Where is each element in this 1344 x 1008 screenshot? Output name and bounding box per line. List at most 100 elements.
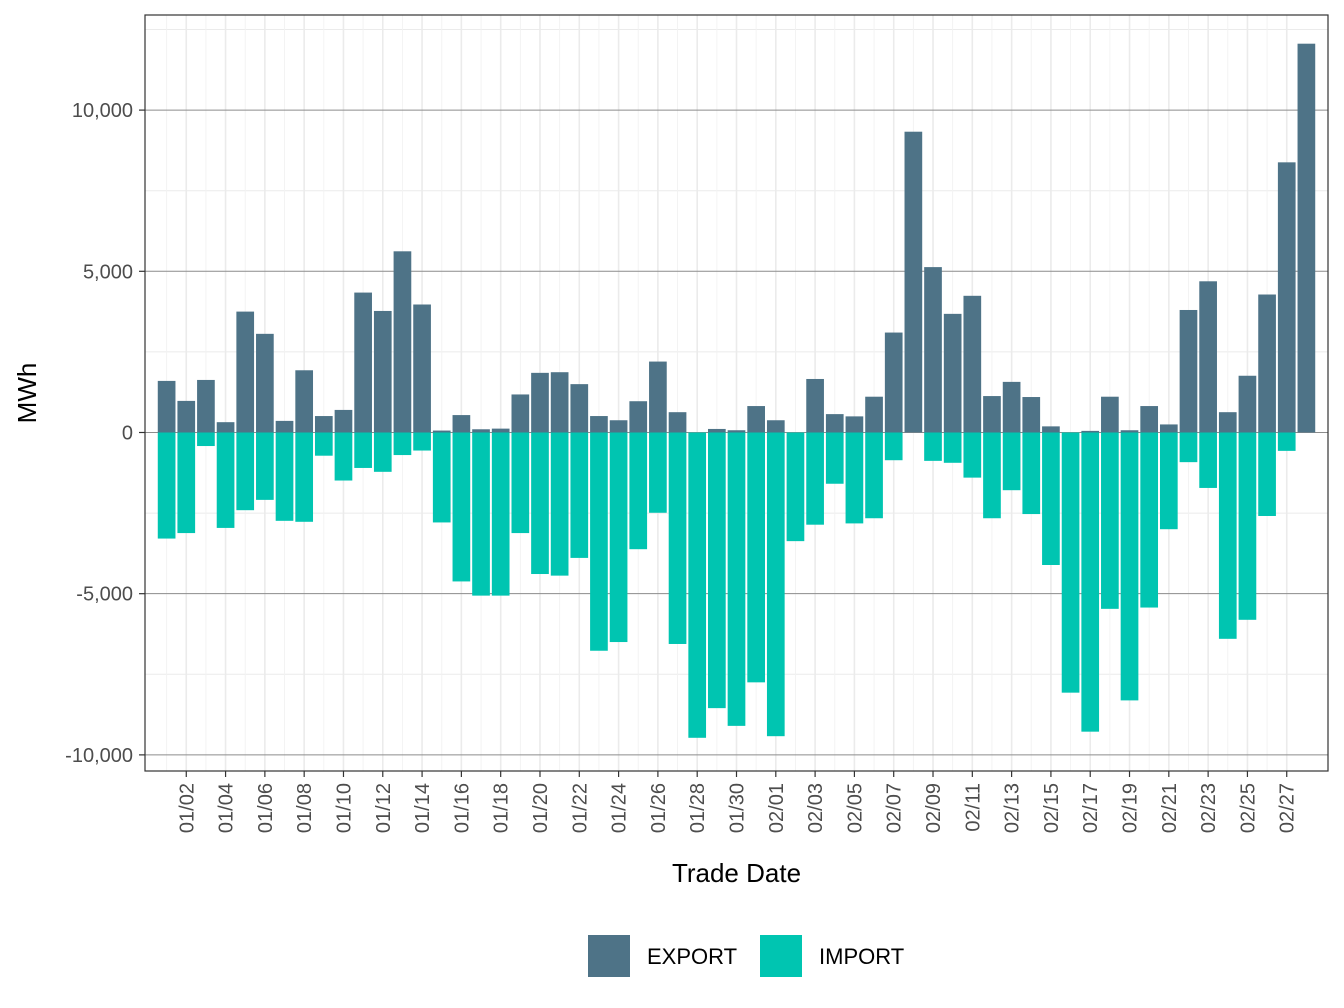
import-bar — [825, 432, 844, 484]
import-bar — [491, 432, 510, 596]
import-bar — [511, 432, 530, 534]
export-bar — [766, 420, 785, 433]
export-bar — [1120, 430, 1139, 433]
export-bar — [806, 378, 824, 433]
import-bar — [629, 432, 648, 550]
x-tick-label: 01/10 — [333, 783, 355, 833]
import-bar — [865, 432, 883, 519]
export-bar — [668, 412, 687, 433]
import-bar — [1140, 432, 1159, 608]
export-bar — [943, 313, 962, 433]
export-bar — [904, 131, 923, 433]
x-tick-label: 02/19 — [1120, 783, 1142, 833]
export-bar — [884, 332, 903, 433]
import-bar — [688, 432, 707, 738]
legend-key-export — [588, 935, 630, 977]
export-bar — [216, 422, 235, 433]
x-tick-label: 02/27 — [1277, 783, 1299, 833]
import-bar — [1238, 432, 1257, 620]
x-tick-label: 02/23 — [1198, 783, 1220, 833]
import-bar — [845, 432, 864, 524]
x-tick-label: 01/22 — [569, 783, 591, 833]
export-bar — [197, 379, 215, 433]
import-bar — [924, 432, 942, 461]
import-bar — [1120, 432, 1139, 701]
import-bar — [963, 432, 982, 478]
y-tick-label: -10,000 — [65, 745, 133, 767]
export-bar — [1101, 396, 1119, 433]
x-tick-label: 01/20 — [530, 783, 552, 833]
export-bar — [550, 372, 569, 433]
import-bar — [983, 432, 1001, 519]
import-bar — [1061, 432, 1080, 693]
export-bar — [393, 251, 412, 433]
legend-label-import: IMPORT — [819, 944, 904, 969]
import-bar — [649, 432, 667, 513]
export-bar — [275, 420, 294, 433]
export-bar — [1258, 294, 1276, 433]
export-bar — [1002, 381, 1021, 433]
import-bar — [668, 432, 687, 644]
legend: EXPORT IMPORT — [588, 935, 904, 977]
import-bar — [314, 432, 333, 456]
x-tick-label: 01/04 — [216, 783, 238, 833]
export-bar — [531, 372, 549, 433]
x-tick-label: 02/01 — [766, 783, 788, 833]
x-tick-label: 02/09 — [923, 783, 945, 833]
export-bar — [354, 292, 372, 433]
import-bar — [256, 432, 274, 500]
export-bar — [983, 396, 1001, 433]
y-tick-label: 0 — [122, 422, 133, 444]
import-bar — [1277, 432, 1296, 451]
export-bar — [727, 430, 746, 433]
export-bar — [491, 428, 510, 433]
import-bar — [590, 432, 608, 651]
import-bar — [708, 432, 726, 709]
x-tick-label: 02/11 — [962, 783, 984, 832]
import-bar — [177, 432, 196, 534]
export-bar — [747, 406, 765, 433]
import-bar — [452, 432, 471, 582]
export-bar — [157, 380, 176, 433]
import-bar — [157, 432, 176, 539]
export-bar — [825, 414, 844, 433]
import-bar — [432, 432, 451, 523]
export-bar — [256, 333, 274, 433]
export-bar — [1199, 281, 1217, 433]
import-bar — [1022, 432, 1041, 515]
export-bar — [1179, 309, 1198, 433]
export-bar — [570, 384, 589, 433]
import-bar — [806, 432, 824, 525]
legend-item-export: EXPORT — [588, 935, 737, 977]
x-tick-label: 01/12 — [373, 783, 395, 833]
import-bar — [531, 432, 549, 575]
import-bar — [373, 432, 392, 472]
export-bar — [334, 409, 353, 433]
export-bar — [472, 429, 490, 433]
import-bar — [766, 432, 785, 737]
legend-label-export: EXPORT — [647, 944, 737, 969]
export-bar — [1042, 426, 1060, 433]
x-tick-label: 01/08 — [294, 783, 316, 833]
export-bar — [413, 304, 431, 433]
export-bar — [452, 415, 471, 433]
import-bar — [1002, 432, 1021, 491]
export-bar — [845, 416, 864, 433]
x-tick-label: 02/17 — [1080, 783, 1102, 833]
x-tick-label: 01/26 — [648, 783, 670, 833]
import-bar — [354, 432, 372, 468]
export-bar — [708, 428, 726, 433]
import-bar — [727, 432, 746, 726]
import-bar — [1218, 432, 1237, 639]
y-tick-label: 10,000 — [72, 100, 133, 122]
export-bar — [511, 394, 530, 433]
export-bar — [609, 420, 628, 433]
import-bar — [550, 432, 569, 576]
import-bar — [1159, 432, 1178, 530]
y-axis: -10,000 -5,000 0 5,000 10,000 — [65, 100, 145, 767]
import-bar — [472, 432, 490, 596]
export-bar — [590, 416, 608, 433]
import-bar — [1081, 432, 1100, 732]
legend-key-import — [760, 935, 802, 977]
